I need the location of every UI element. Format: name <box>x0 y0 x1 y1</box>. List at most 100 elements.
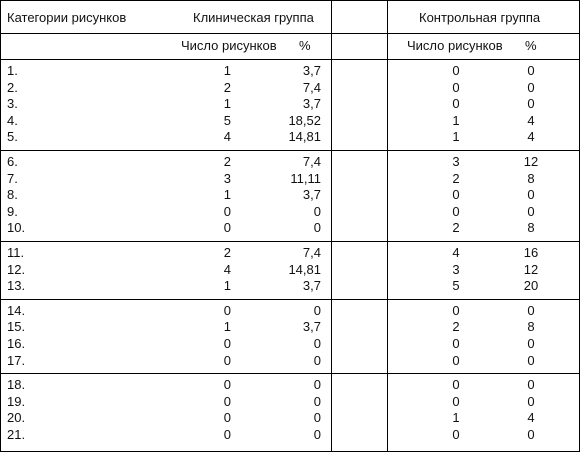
clinical-percent-cell: 7,4 <box>302 245 321 260</box>
category-cell: 11. <box>7 245 25 260</box>
clinical-percent-cell: 0 <box>313 220 321 236</box>
subheader-divider <box>1 59 579 60</box>
clinical-count-cell: 2 <box>223 154 231 169</box>
subheader-control-percent: % <box>525 38 537 53</box>
control-percent-cell: 0 <box>527 79 535 95</box>
control-count-cell: 2 <box>452 319 460 335</box>
control-count-cell: 2 <box>452 170 460 186</box>
clinical-percent-cell: 7,4 <box>302 79 321 95</box>
control-percent-cell: 16 <box>523 245 539 260</box>
control-percent-cell: 0 <box>527 352 535 368</box>
clinical-percent-cell: 0 <box>313 377 321 393</box>
control-percent-cell: 8 <box>527 319 535 335</box>
control-count-cell: 0 <box>452 352 460 368</box>
control-percent-cell: 0 <box>527 96 535 112</box>
control-count-cell: 5 <box>452 278 460 294</box>
category-cell: 5. <box>7 129 18 145</box>
category-cell: 21. <box>7 427 26 442</box>
clinical-percent-cell: 0 <box>313 352 321 368</box>
clinical-count-cell: 1 <box>223 319 231 335</box>
category-cell: 7. <box>7 170 18 186</box>
subheader-clinical-count: Число рисунков <box>181 38 277 53</box>
control-count-cell: 0 <box>452 79 460 95</box>
clinical-percent-cell: 0 <box>313 410 321 426</box>
clinical-count-cell: 0 <box>223 393 231 409</box>
category-cell: 16. <box>7 336 26 351</box>
category-cell: 1. <box>7 63 18 78</box>
clinical-count-cell: 2 <box>223 245 231 260</box>
category-cell: 20. <box>7 410 26 426</box>
category-cell: 4. <box>7 112 18 128</box>
control-count-cell: 0 <box>452 63 460 78</box>
subheader-clinical-percent: % <box>299 38 311 53</box>
group-divider <box>1 241 579 242</box>
control-count-cell: 2 <box>452 220 460 236</box>
control-count-cell: 1 <box>452 112 460 128</box>
control-count-cell: 0 <box>452 393 460 409</box>
clinical-count-cell: 1 <box>223 187 231 203</box>
control-percent-cell: 0 <box>527 336 535 351</box>
clinical-count-cell: 0 <box>223 352 231 368</box>
clinical-percent-cell: 7,4 <box>302 154 321 169</box>
clinical-count-cell: 1 <box>223 278 231 294</box>
category-cell: 10. <box>7 220 26 236</box>
clinical-count-cell: 0 <box>223 410 231 426</box>
control-percent-cell: 8 <box>527 220 535 236</box>
control-percent-cell: 0 <box>527 63 535 78</box>
clinical-count-cell: 0 <box>223 220 231 236</box>
clinical-percent-cell: 11,11 <box>290 170 321 186</box>
clinical-count-cell: 0 <box>223 302 231 318</box>
category-cell: 2. <box>7 79 18 95</box>
clinical-percent-cell: 0 <box>313 427 321 442</box>
category-cell: 9. <box>7 203 18 219</box>
control-percent-cell: 12 <box>523 154 539 169</box>
clinical-percent-cell: 0 <box>313 203 321 219</box>
control-count-cell: 1 <box>452 410 460 426</box>
control-count-cell: 0 <box>452 203 460 219</box>
divider-clinical-control <box>331 1 332 451</box>
control-percent-cell: 0 <box>527 203 535 219</box>
clinical-percent-cell: 18,52 <box>288 112 321 128</box>
control-percent-cell: 0 <box>527 427 535 442</box>
category-cell: 8. <box>7 187 18 203</box>
header-category: Категории рисунков <box>7 10 127 25</box>
header-divider <box>1 33 579 34</box>
category-cell: 12. <box>7 261 26 277</box>
category-cell: 3. <box>7 96 18 112</box>
control-count-cell: 0 <box>452 187 460 203</box>
clinical-count-cell: 0 <box>223 377 231 393</box>
clinical-percent-cell: 0 <box>313 336 321 351</box>
clinical-count-cell: 4 <box>223 129 231 145</box>
control-count-cell: 3 <box>452 154 460 169</box>
control-percent-cell: 0 <box>527 302 535 318</box>
control-count-cell: 4 <box>452 245 460 260</box>
control-count-cell: 1 <box>452 129 460 145</box>
group-divider <box>1 150 579 151</box>
clinical-percent-cell: 3,7 <box>302 278 321 294</box>
header-clinical-group: Клиническая группа <box>193 10 314 25</box>
control-percent-cell: 8 <box>527 170 535 186</box>
category-cell: 14. <box>7 302 26 318</box>
clinical-count-cell: 4 <box>223 261 231 277</box>
clinical-count-cell: 3 <box>223 170 231 186</box>
clinical-percent-cell: 14,81 <box>288 261 321 277</box>
clinical-percent-cell: 3,7 <box>302 319 321 335</box>
control-percent-cell: 12 <box>523 261 539 277</box>
control-count-cell: 3 <box>452 261 460 277</box>
category-cell: 18. <box>7 377 26 393</box>
category-cell: 15. <box>7 319 26 335</box>
control-percent-cell: 0 <box>527 187 535 203</box>
clinical-count-cell: 0 <box>223 427 231 442</box>
clinical-count-cell: 1 <box>223 63 231 78</box>
control-percent-cell: 20 <box>523 278 539 294</box>
divider-control <box>387 1 388 451</box>
clinical-count-cell: 0 <box>223 336 231 351</box>
control-count-cell: 0 <box>452 377 460 393</box>
control-percent-cell: 0 <box>527 393 535 409</box>
category-cell: 13. <box>7 278 26 294</box>
clinical-percent-cell: 3,7 <box>302 63 321 78</box>
group-divider <box>1 373 579 374</box>
clinical-count-cell: 2 <box>223 79 231 95</box>
control-count-cell: 0 <box>452 427 460 442</box>
